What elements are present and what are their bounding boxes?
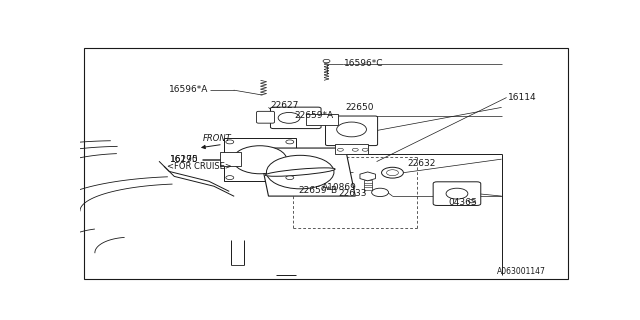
Bar [224,138,296,181]
Text: 22650: 22650 [346,103,374,112]
Text: 22659*B: 22659*B [298,186,337,195]
Polygon shape [306,114,338,124]
Circle shape [352,148,358,151]
Circle shape [337,148,344,151]
Polygon shape [259,148,355,196]
Bar [335,144,367,154]
Circle shape [468,199,476,203]
Circle shape [266,155,334,189]
Text: 22633: 22633 [338,189,367,198]
Circle shape [362,148,368,151]
Circle shape [226,176,234,180]
Text: <FOR CRUISE>: <FOR CRUISE> [167,162,232,171]
FancyBboxPatch shape [220,153,241,166]
Text: FRONT: FRONT [203,134,232,143]
Text: 16596*C: 16596*C [344,59,383,68]
Text: 22632: 22632 [408,159,436,168]
Text: 16290: 16290 [170,155,199,164]
Circle shape [372,188,388,196]
FancyBboxPatch shape [433,182,481,205]
Circle shape [446,188,468,199]
Text: 16596*A: 16596*A [168,85,208,94]
Text: 22627: 22627 [270,101,298,110]
Ellipse shape [266,168,335,176]
Text: A10869: A10869 [321,183,356,192]
Text: 16175: 16175 [170,155,199,164]
Circle shape [226,140,234,144]
FancyBboxPatch shape [326,116,378,146]
Circle shape [286,140,294,144]
Text: A063001147: A063001147 [497,268,545,276]
Text: 22659*A: 22659*A [295,111,334,120]
Circle shape [387,170,399,176]
FancyBboxPatch shape [271,107,321,129]
Circle shape [286,176,294,180]
Circle shape [278,112,300,123]
Circle shape [381,167,403,178]
Polygon shape [360,172,376,181]
FancyBboxPatch shape [257,111,275,123]
Ellipse shape [233,146,287,174]
Circle shape [337,122,367,137]
Text: 0436S: 0436S [448,198,477,207]
Circle shape [323,59,330,63]
Text: 16114: 16114 [508,92,536,101]
